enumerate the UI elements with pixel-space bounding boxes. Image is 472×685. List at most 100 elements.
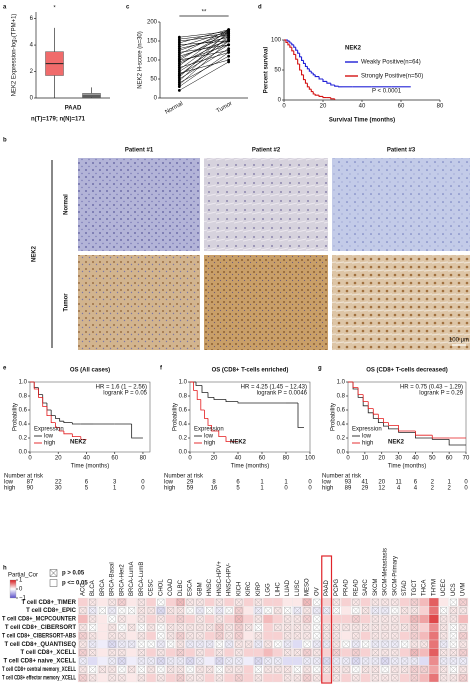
y-tick-label: 1.0 — [19, 380, 28, 386]
heat-cell — [243, 648, 254, 657]
cross — [323, 632, 331, 640]
survival-step — [314, 74, 320, 78]
legend-title: Partial_Cor — [8, 573, 38, 579]
cross — [303, 649, 311, 656]
heat-cell — [428, 639, 439, 649]
cross — [332, 640, 340, 648]
heat-cell — [243, 606, 254, 615]
cross — [137, 615, 145, 623]
legend-title: Expression — [352, 427, 382, 433]
cross — [313, 657, 321, 665]
cross — [137, 640, 145, 648]
cross — [235, 649, 243, 656]
row-label: T cell CD8+_EPIC — [26, 608, 77, 614]
y-tick-label: 0.2 — [19, 436, 28, 442]
survival-step — [338, 86, 343, 88]
cross — [235, 666, 243, 673]
km-step — [388, 426, 399, 430]
cross — [371, 598, 379, 606]
cross — [410, 657, 418, 665]
cross — [449, 607, 457, 614]
heat-cell — [263, 597, 274, 607]
cross — [284, 640, 292, 648]
heat-cell — [204, 614, 215, 624]
x-tick-label: 0 — [28, 456, 32, 462]
pair-line — [179, 35, 229, 82]
y-tick-label: 0.8 — [337, 394, 346, 400]
row-label: T cell CD8+ effector memory_XCELL — [2, 675, 76, 681]
survival-step — [308, 86, 312, 90]
x-tick-label: 60 — [398, 104, 405, 110]
cross — [118, 607, 126, 614]
cross — [89, 615, 97, 623]
at-risk: 2 — [431, 480, 435, 486]
y-tick-label: 0.6 — [19, 408, 28, 414]
km-step — [63, 431, 73, 435]
cross — [215, 674, 223, 682]
at-risk-row-label: low — [4, 480, 14, 486]
cross — [186, 666, 194, 673]
legend-label: p <= 0.05 — [62, 581, 88, 587]
heat-cell — [263, 631, 274, 641]
cross — [157, 632, 165, 640]
x-tick-label: 60 — [259, 456, 266, 462]
cross — [157, 649, 165, 656]
x-axis-label: Survival Time (months) — [329, 118, 395, 124]
ihc-column-label: Patient #1 — [125, 148, 154, 154]
pair-line — [179, 59, 229, 74]
column-label: LUAD — [285, 579, 291, 596]
cross — [362, 607, 370, 614]
cross — [137, 657, 145, 665]
km-step — [383, 418, 389, 423]
cross — [235, 632, 243, 640]
pair-line — [179, 44, 229, 63]
y-axis-label: NEK2 Expression-log₂(TPM+1) — [12, 14, 18, 97]
cross — [352, 598, 360, 606]
plot-frame — [347, 381, 467, 453]
cross — [293, 674, 301, 682]
cross — [449, 615, 457, 623]
point — [177, 89, 181, 92]
cross — [128, 607, 136, 614]
ihc-image — [204, 158, 328, 251]
cross — [391, 666, 399, 673]
cross — [303, 674, 311, 682]
cross — [323, 624, 331, 631]
heat-cell — [146, 597, 157, 607]
cross — [186, 607, 194, 614]
at-risk: 0 — [464, 486, 468, 492]
km-step — [448, 439, 466, 446]
km-step — [59, 427, 64, 432]
annotation: * — [53, 6, 56, 12]
column-label: KICH — [236, 582, 242, 596]
survival-step — [314, 94, 320, 96]
heat-cell — [399, 631, 410, 641]
cross — [284, 624, 292, 631]
cross — [303, 666, 311, 673]
cross — [352, 657, 360, 665]
ihc-image — [78, 255, 200, 350]
cross — [284, 607, 292, 614]
cross — [176, 615, 184, 623]
heat-cell — [97, 597, 108, 607]
cross — [313, 674, 321, 682]
km-step — [63, 421, 73, 423]
row-label: T cell CD8+_CIBERSORT — [5, 625, 77, 631]
cross — [196, 640, 204, 648]
column-label: BRCA-Her2 — [119, 564, 125, 596]
heat-cell — [419, 623, 430, 632]
heat-cell — [146, 614, 157, 624]
cross — [284, 649, 292, 656]
cross — [313, 640, 321, 648]
cross — [118, 666, 126, 673]
cross — [323, 657, 331, 665]
at-risk: 8 — [212, 480, 216, 486]
cross — [313, 624, 321, 631]
km-step — [71, 433, 81, 437]
risk-title: Number at risk — [4, 474, 44, 480]
cross — [215, 649, 223, 656]
heat-cell — [272, 631, 283, 641]
panel-letter: g — [318, 366, 322, 372]
y-tick-label: 0.6 — [179, 408, 188, 414]
